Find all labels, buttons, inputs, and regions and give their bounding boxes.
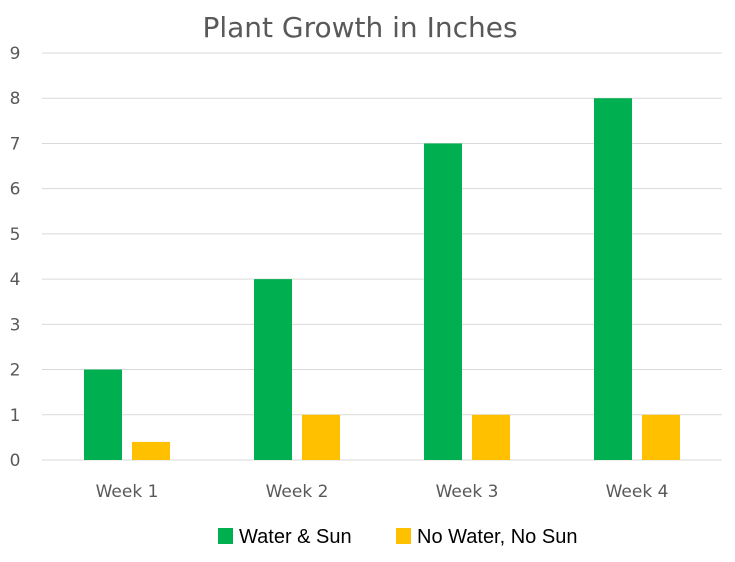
chart-title: Plant Growth in Inches	[202, 11, 517, 44]
bar-water-sun	[84, 369, 122, 460]
bar-water-sun	[254, 279, 292, 460]
y-tick-label: 7	[10, 134, 21, 154]
x-tick-label: Week 3	[436, 482, 499, 502]
y-axis-ticks: 0 1 2 3 4 5 6 7 8 9	[10, 44, 21, 471]
y-tick-label: 0	[10, 451, 21, 471]
bar-water-sun	[424, 143, 462, 460]
y-tick-label: 9	[10, 44, 21, 64]
x-tick-label: Week 4	[606, 482, 669, 502]
y-tick-label: 8	[10, 89, 21, 109]
x-axis-ticks: Week 1 Week 2 Week 3 Week 4	[96, 482, 669, 502]
x-tick-label: Week 2	[266, 482, 329, 502]
y-tick-label: 3	[10, 315, 21, 335]
bar-no-water-no-sun	[642, 414, 680, 460]
bar-no-water-no-sun	[302, 414, 340, 460]
gridlines	[42, 52, 722, 461]
y-tick-label: 2	[10, 361, 21, 381]
y-tick-label: 4	[10, 270, 21, 290]
bar-water-sun	[594, 98, 632, 460]
bar-no-water-no-sun	[472, 414, 510, 460]
legend-swatch	[218, 528, 233, 544]
y-tick-label: 5	[10, 225, 21, 245]
bars	[84, 98, 680, 460]
legend-swatch	[396, 528, 411, 544]
y-tick-label: 6	[10, 180, 21, 200]
legend-label: Water & Sun	[239, 526, 352, 548]
legend-label: No Water, No Sun	[417, 526, 577, 548]
legend: Water & Sun No Water, No Sun	[218, 526, 577, 548]
y-tick-label: 1	[10, 406, 21, 426]
x-tick-label: Week 1	[96, 482, 159, 502]
bar-no-water-no-sun	[132, 441, 170, 460]
